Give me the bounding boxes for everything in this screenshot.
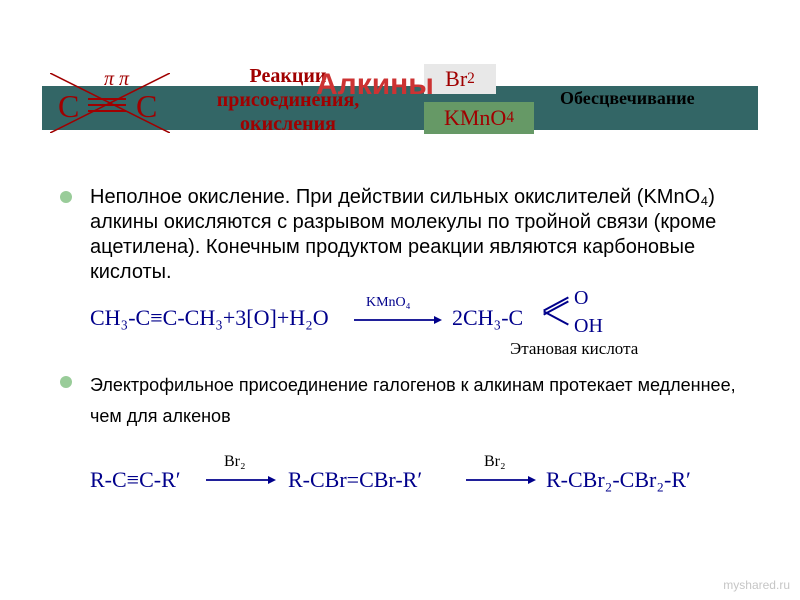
eq1-reactants: СН₃-С≡С-СН₃+3[O]+H₂O (90, 305, 329, 331)
slide: π π С С Реакции присоединения, окисления… (0, 0, 800, 600)
branch-oxygen: O (574, 287, 588, 310)
title-row: π π С С Реакции присоединения, окисления… (0, 58, 800, 146)
body-section-2: Электрофильное присоединение галогенов к… (60, 370, 740, 503)
single-bond-line (543, 311, 569, 326)
cross-out (50, 73, 170, 133)
eq1-arrow-label: KMnO₄ (366, 295, 411, 311)
bullet-row-1: Неполное окисление. При действии сильных… (60, 185, 740, 285)
product-name-label: Этановая кислота (510, 339, 638, 359)
arrow-icon (354, 313, 442, 327)
eq2-part2: R-CBr=CBr-R′ (288, 467, 422, 493)
kmno4-text: KMnO (444, 105, 506, 131)
eq2-part1: R-C≡C-R′ (90, 467, 181, 493)
equation-2: R-C≡C-R′ Br₂ R-CBr=CBr-R′ Br₂ R-CBr₂-CBr… (90, 453, 740, 503)
br2-box: Br2 (424, 64, 496, 94)
bullet-text-2: Электрофильное присоединение галогенов к… (90, 370, 740, 431)
body-section-1: Неполное окисление. При действии сильных… (60, 185, 740, 363)
bullet-icon (60, 376, 72, 388)
eq2-arrow2-label: Br₂ (484, 453, 506, 471)
br2-sub: 2 (467, 70, 475, 88)
equation-1: СН₃-С≡С-СН₃+3[O]+H₂O KMnO₄ 2СН₃-С O OH Э… (90, 291, 740, 363)
eq2-part3: R-CBr₂-CBr₂-R′ (546, 467, 691, 493)
br2-text: Br (445, 66, 467, 92)
decolorization-label: Обесцвечивание (560, 88, 695, 109)
bullet-text-1: Неполное окисление. При действии сильных… (90, 185, 740, 285)
bullet-icon (60, 191, 72, 203)
eq2-arrow1-label: Br₂ (224, 453, 246, 471)
arrow-icon (206, 473, 276, 487)
main-title: Алкины (316, 68, 434, 102)
kmno4-box: KMnO4 (424, 102, 534, 134)
triple-bond-structure: π π С С (58, 68, 178, 138)
kmno4-sub: 4 (506, 109, 514, 127)
bullet-row-2: Электрофильное присоединение галогенов к… (60, 370, 740, 431)
eq1-product-prefix: 2СН₃-С (452, 305, 523, 331)
watermark: myshared.ru (723, 578, 790, 592)
eq1-branching: O OH (538, 295, 618, 337)
arrow-icon (466, 473, 536, 487)
branch-hydroxyl: OH (574, 315, 603, 338)
